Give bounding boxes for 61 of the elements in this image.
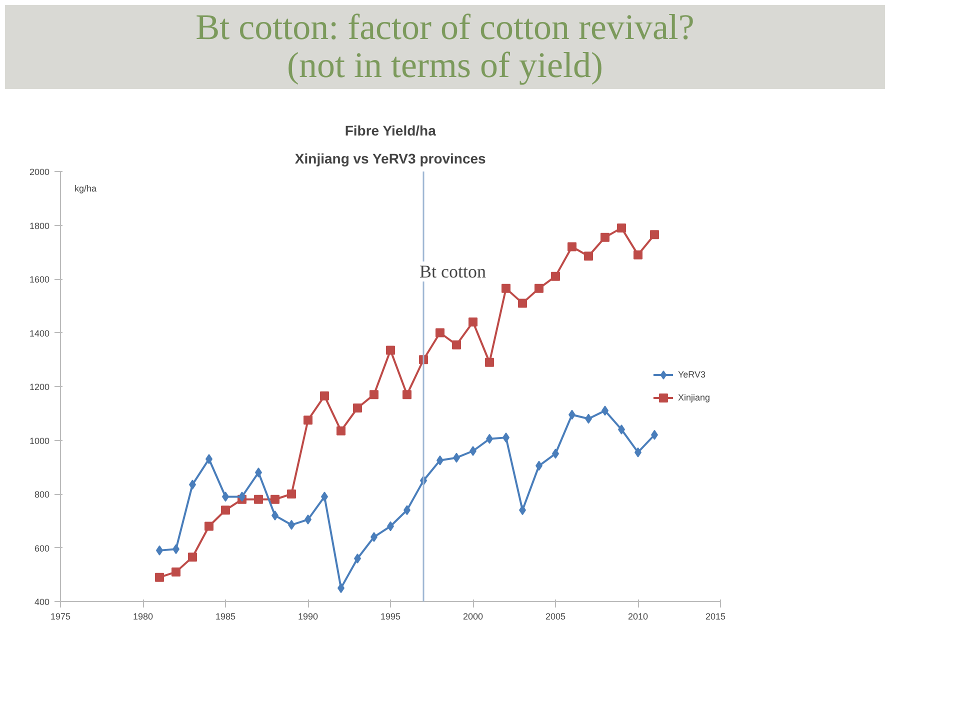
point [502, 284, 510, 293]
ref-line-label: Bt cotton [420, 262, 486, 282]
point [617, 223, 626, 232]
x-tick-label: 2015 [705, 612, 726, 622]
text: Bt cotton: factor of cotton revival? [196, 7, 694, 47]
point [155, 572, 164, 582]
y-tick-label: 2000 [29, 167, 50, 177]
y-tick-label: 1000 [29, 436, 50, 446]
legend-label: Xinjiang [678, 392, 710, 402]
point [452, 340, 461, 350]
point [551, 272, 560, 281]
x-tick-label: 1985 [215, 612, 236, 622]
legend-label: YeRV3 [678, 370, 706, 380]
point [436, 328, 444, 338]
point [204, 522, 214, 531]
point [634, 250, 642, 260]
point [221, 506, 230, 515]
x-tick-label: 1990 [298, 612, 318, 622]
point [272, 510, 278, 520]
x-tick-label: 2010 [628, 612, 648, 622]
point [650, 230, 659, 240]
point [172, 567, 180, 576]
point [353, 404, 362, 412]
point [370, 532, 378, 542]
point [304, 416, 312, 425]
point [618, 424, 625, 434]
point [485, 358, 494, 367]
point [336, 426, 346, 436]
y-axis-title: kg/ha [74, 184, 97, 194]
point [584, 252, 593, 261]
x-tick-label: 2000 [462, 612, 484, 622]
chart-title: Fibre Yield/ha [344, 122, 436, 138]
point [370, 390, 378, 400]
chart-subtitle: Xinjiang vs YeRV3 provinces [294, 150, 486, 166]
y-tick-label: 1400 [29, 328, 50, 338]
point [402, 390, 412, 400]
y-tick-label: 1600 [29, 274, 50, 284]
y-tick-label: 800 [34, 490, 50, 500]
point [470, 446, 476, 456]
point [568, 242, 576, 252]
point [270, 494, 280, 504]
point [534, 284, 544, 293]
x-tick-label: 1980 [132, 612, 154, 622]
x-tick-label: 2005 [545, 612, 566, 622]
point [287, 490, 296, 498]
y-tick-label: 1800 [29, 220, 50, 231]
point [518, 298, 527, 308]
point [354, 554, 361, 564]
point [320, 391, 329, 400]
x-tick-label: 1995 [380, 612, 401, 622]
y-tick-label: 400 [34, 597, 50, 607]
point [254, 494, 263, 504]
point [188, 552, 197, 562]
point [386, 346, 395, 355]
text: (not in terms of yield) [287, 44, 603, 85]
y-tick-label: 1200 [29, 382, 50, 392]
point [468, 318, 478, 326]
point [600, 232, 610, 242]
x-tick-label: 1975 [50, 612, 71, 622]
point [255, 468, 262, 478]
y-tick-label: 600 [34, 543, 50, 554]
